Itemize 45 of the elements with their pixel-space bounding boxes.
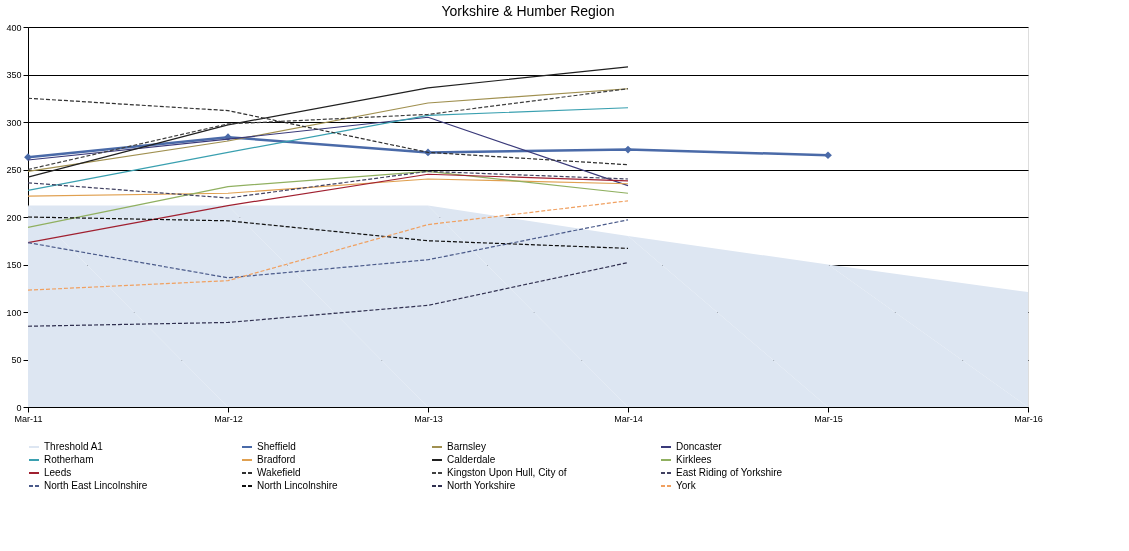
x-tick-label: Mar-12 xyxy=(214,413,243,424)
legend-label: Bradford xyxy=(257,454,296,465)
legend-label: North East Lincolnshire xyxy=(44,480,148,491)
y-tick-label: 200 xyxy=(6,212,22,223)
legend-label: Rotherham xyxy=(44,454,94,465)
y-tick-label: 300 xyxy=(6,117,22,128)
point xyxy=(824,151,832,160)
x-tick-label: Mar-14 xyxy=(614,413,643,424)
line-series xyxy=(27,219,629,279)
legend-label: North Yorkshire xyxy=(447,480,516,491)
line-series xyxy=(27,66,629,178)
x-tick-label: Mar-11 xyxy=(14,413,43,424)
line-series xyxy=(27,170,629,199)
line-series xyxy=(27,178,629,197)
line-series xyxy=(27,170,629,229)
y-tick-label: 400 xyxy=(6,22,22,33)
x-tick-label: Mar-15 xyxy=(814,413,843,424)
legend-label: Barnsley xyxy=(447,441,486,452)
legend-label: Wakefield xyxy=(257,467,301,478)
line-series xyxy=(27,216,629,249)
point xyxy=(24,153,32,162)
x-tick-label: Mar-16 xyxy=(1014,413,1043,424)
y-tick-label: 0 xyxy=(16,402,22,413)
chart-title: Yorkshire & Humber Region xyxy=(441,3,615,19)
legend-label: Doncaster xyxy=(676,441,723,452)
legend-label: Leeds xyxy=(44,467,72,478)
point xyxy=(624,145,632,154)
y-tick-label: 250 xyxy=(6,165,22,175)
line-series xyxy=(27,97,629,166)
line-series xyxy=(27,262,629,327)
y-tick-label: 100 xyxy=(6,307,22,318)
legend-label: York xyxy=(676,480,697,491)
legend-label: Sheffield xyxy=(257,441,296,452)
x-tick-label: Mar-13 xyxy=(414,413,443,424)
line-series xyxy=(27,107,629,191)
legend-label: Calderdale xyxy=(447,454,496,465)
legend-label: Kirklees xyxy=(676,454,712,465)
legend-label: East Riding of Yorkshire xyxy=(676,467,783,478)
legend-label: Threshold A1 xyxy=(44,441,104,452)
legend-label: Kingston Upon Hull, City of xyxy=(447,467,567,478)
legend-label: North Lincolnshire xyxy=(257,480,339,491)
y-tick-label: 350 xyxy=(6,70,22,80)
line-series xyxy=(27,200,629,291)
y-tick-label: 50 xyxy=(11,355,22,365)
y-tick-label: 150 xyxy=(6,260,22,270)
